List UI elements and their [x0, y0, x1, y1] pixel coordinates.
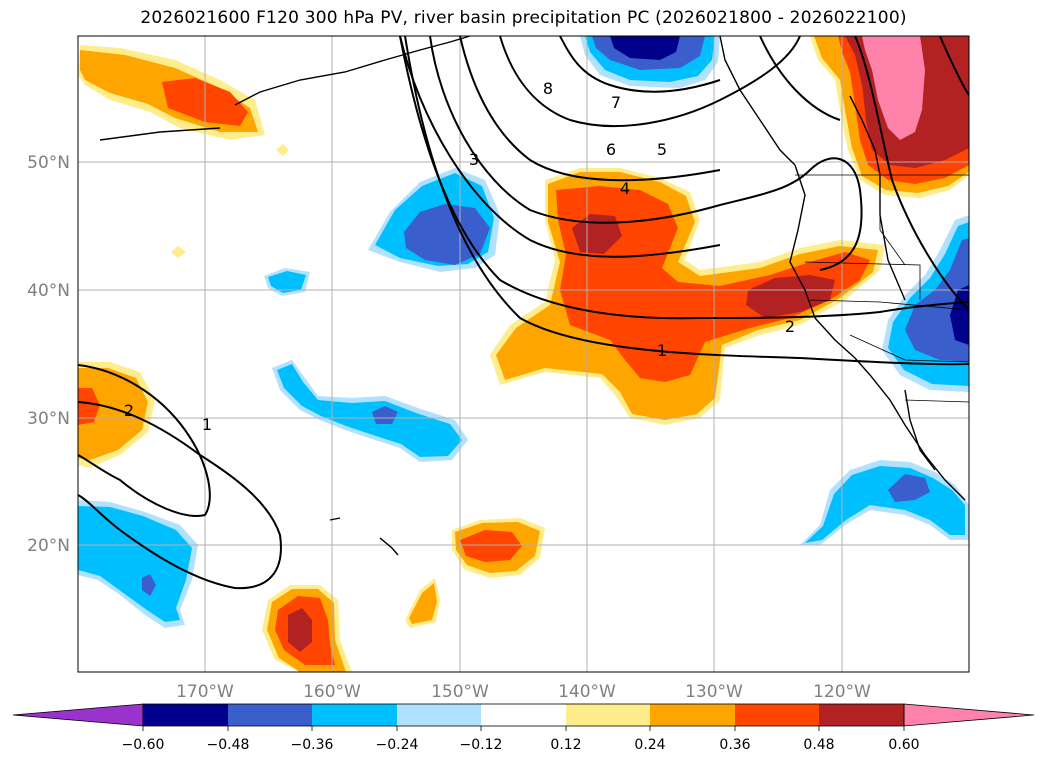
fill-neg-sw-inner: [142, 574, 156, 596]
contour-label: 2: [124, 401, 134, 420]
contour-labels: 8 7 6 5 4 3 2 1 2 1: [124, 79, 795, 434]
colorbar-tick-label: 0.36: [719, 737, 750, 753]
colorbar-segment: [228, 704, 312, 726]
colorbar-frame: [142, 703, 905, 727]
colorbar-segment: [397, 704, 481, 726]
lon-label: 160°W: [303, 682, 361, 702]
fill-pos-hi-inner: [460, 530, 522, 562]
longitude-labels: 170°W 160°W 150°W 140°W 130°W 120°W: [176, 682, 871, 702]
colorbar-segment: [143, 704, 228, 726]
fill-neg-sw-mid: [78, 506, 192, 622]
fill-pos-s-core: [288, 608, 312, 652]
fill-pos-islet-1: [276, 144, 289, 156]
lat-label: 40°N: [27, 281, 70, 301]
lon-label: 130°W: [685, 682, 743, 702]
colorbar-segment: [735, 704, 819, 726]
colorbar-tick-label: −0.48: [207, 737, 250, 753]
fill-neg-se-inner: [888, 474, 930, 502]
fill-neg-hawaii-mid: [277, 364, 462, 457]
fill-pos-main-core-2: [746, 275, 835, 318]
contour-label: 7: [611, 93, 621, 112]
lat-label: 50°N: [27, 153, 70, 173]
fill-pos-ne-pink: [862, 36, 925, 140]
lat-label: 20°N: [27, 536, 70, 556]
colorbar-segment: [481, 704, 566, 726]
contour-label: 3: [469, 150, 479, 169]
colorbar-extend-low: [12, 703, 144, 727]
lon-label: 140°W: [558, 682, 616, 702]
colorbar-tick-label: −0.12: [460, 737, 503, 753]
contour-label: 1: [657, 341, 667, 360]
colorbar-tick-label: 0.60: [888, 737, 919, 753]
lon-label: 150°W: [431, 682, 489, 702]
colorbar-tick-label: 0.12: [550, 737, 581, 753]
fill-pos-main-core-1: [572, 214, 622, 254]
colorbar-ticks: [142, 726, 905, 731]
contour-label: 2: [785, 317, 795, 336]
fill-neg-small-1-inner: [268, 271, 306, 293]
colorbar-tick-label: −0.60: [122, 737, 165, 753]
contour-label: 1: [202, 415, 212, 434]
map-panel: 8 7 6 5 4 3 2 1 2 1: [77, 35, 970, 673]
coastlines: [99, 36, 966, 556]
fill-neg-east-inner: [905, 238, 969, 362]
colorbar-segment: [650, 704, 735, 726]
fill-pos-w-mid: [78, 368, 148, 460]
lat-label: 30°N: [27, 409, 70, 429]
map-frame: [77, 35, 970, 673]
colorbar-segment: [819, 704, 904, 726]
colorbar-tick-label: −0.36: [291, 737, 334, 753]
fill-pos-main-inner: [556, 186, 870, 382]
colorbar-tick-label: 0.48: [803, 737, 834, 753]
colorbar-tick-label: −0.24: [376, 737, 419, 753]
colorbar-segment: [312, 704, 397, 726]
pv-contours: [78, 36, 969, 590]
colorbar-extend-high: [903, 703, 1035, 727]
fill-neg-east-core: [950, 285, 969, 345]
fill-pos-islet-3-inner: [409, 583, 437, 624]
colorbar: −0.60 −0.48 −0.36 −0.24 −0.12 0.12 0.24 …: [12, 703, 1035, 753]
contour-label: 4: [620, 179, 630, 198]
fill-neg-central-inner: [404, 204, 490, 265]
contour-label: 5: [657, 140, 667, 159]
fill-pos-islet-2: [171, 246, 186, 258]
plot-title: 2026021600 F120 300 hPa PV, river basin …: [140, 8, 907, 28]
precip-fill-layer: [78, 36, 969, 672]
colorbar-tick-label: 0.24: [634, 737, 665, 753]
contour-label: 8: [543, 79, 553, 98]
lon-label: 120°W: [813, 682, 871, 702]
latitude-labels: 50°N 40°N 30°N 20°N: [27, 153, 70, 556]
contour-label: 6: [606, 140, 616, 159]
lon-label: 170°W: [176, 682, 234, 702]
colorbar-segment: [566, 704, 650, 726]
fill-pos-w-inner: [78, 388, 100, 425]
state-borders: [795, 174, 969, 403]
fill-neg-hawaii-inner: [372, 406, 398, 424]
fill-neg-alaska-core: [610, 36, 680, 60]
